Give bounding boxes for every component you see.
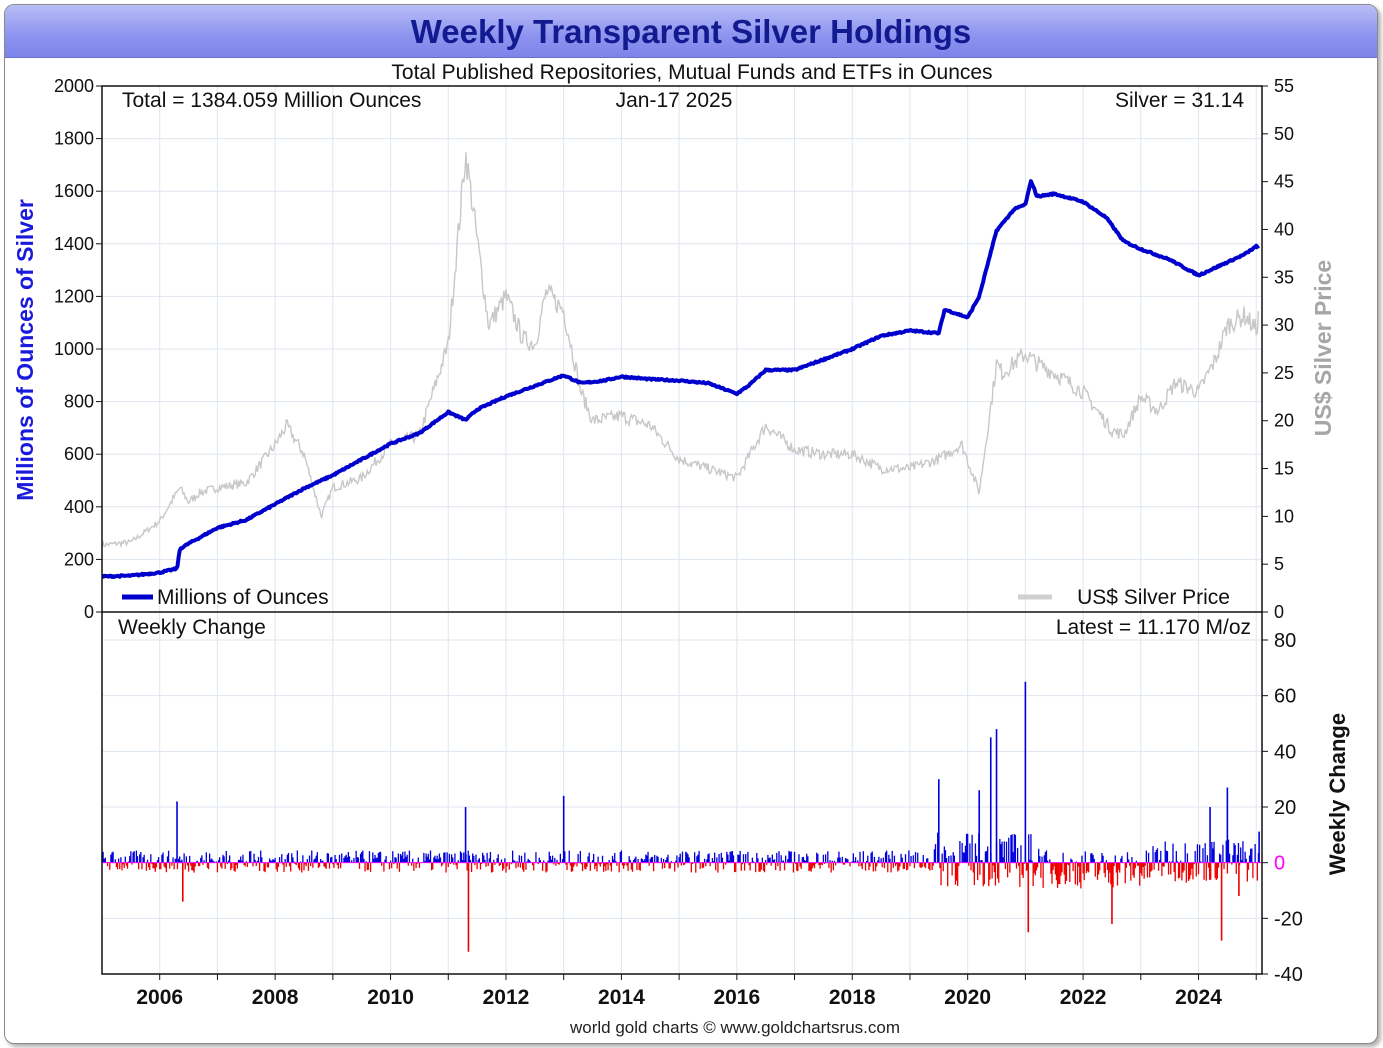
weekly-change-label: Weekly Change: [118, 616, 266, 639]
chart-title: Weekly Transparent Silver Holdings: [410, 13, 972, 50]
x-tick-label: 2008: [252, 986, 299, 1009]
x-tick-label: 2014: [598, 986, 645, 1009]
y-left-tick-label: 1200: [54, 286, 94, 306]
y-right-tick-label: 15: [1274, 459, 1294, 479]
holdings-series: [101, 179, 1261, 579]
x-tick-label: 2010: [367, 986, 414, 1009]
y-right-tick-label: 55: [1274, 76, 1294, 96]
y-left-axis-label: Millions of Ounces of Silver: [12, 199, 38, 501]
y-right-tick-label: 35: [1274, 267, 1294, 287]
y-left-tick-label: 1800: [54, 129, 94, 149]
y-right-lower-tick-label: 20: [1274, 797, 1296, 819]
y-left-tick-label: 1400: [54, 234, 94, 254]
y-left-tick-label: 0: [84, 602, 94, 622]
y-right-tick-label: 25: [1274, 363, 1294, 383]
y-left-tick-label: 600: [64, 444, 94, 464]
y-right-tick-label: 45: [1274, 172, 1294, 192]
y-left-tick-label: 2000: [54, 76, 94, 96]
y-left-tick-label: 1600: [54, 181, 94, 201]
y-right-lower-tick-label: -40: [1274, 964, 1303, 986]
y-left-tick-label: 1000: [54, 339, 94, 359]
y-right-lower-tick-label: 0: [1274, 853, 1285, 875]
y-right-lower-tick-label: 60: [1274, 686, 1296, 708]
x-tick-label: 2016: [713, 986, 760, 1009]
y-right-lower-tick-label: 40: [1274, 741, 1296, 763]
chart-subtitle: Total Published Repositories, Mutual Fun…: [391, 61, 992, 84]
y-left-tick-label: 400: [64, 497, 94, 517]
weekly-change-bars: [101, 681, 1262, 952]
x-tick-label: 2018: [829, 986, 876, 1009]
y-right-axis-label: US$ Silver Price: [1310, 260, 1336, 436]
plot-frame: [101, 85, 1263, 975]
holdings-line: [101, 179, 1261, 579]
footer-credit: world gold charts © www.goldchartsrus.co…: [569, 1018, 900, 1037]
x-tick-label: 2022: [1060, 986, 1107, 1009]
y-left-tick-label: 800: [64, 392, 94, 412]
y-right-lower-tick-label: -20: [1274, 908, 1303, 930]
axes: 0200400600800100012001400160018002000051…: [54, 76, 1303, 1009]
x-tick-label: 2024: [1175, 986, 1222, 1009]
silver-price-text: Silver = 31.14: [1115, 89, 1244, 112]
y-right-tick-label: 10: [1274, 506, 1294, 526]
title-bar: Weekly Transparent Silver Holdings: [5, 5, 1377, 58]
grid: [102, 85, 1262, 975]
y-right-lower-axis-label: Weekly Change: [1325, 713, 1350, 875]
y-right-tick-label: 30: [1274, 315, 1294, 335]
y-right-tick-label: 40: [1274, 219, 1294, 239]
legend-holdings-label: Millions of Ounces: [157, 586, 329, 609]
total-text: Total = 1384.059 Million Ounces: [122, 89, 421, 112]
x-tick-label: 2012: [483, 986, 530, 1009]
price-series: [101, 152, 1260, 549]
y-left-tick-label: 200: [64, 549, 94, 569]
silver-price-line: [101, 152, 1260, 549]
y-right-tick-label: 50: [1274, 124, 1294, 144]
x-tick-label: 2006: [136, 986, 183, 1009]
y-right-tick-label: 20: [1274, 411, 1294, 431]
latest-change-text: Latest = 11.170 M/oz: [1056, 616, 1251, 639]
y-right-lower-tick-label: 80: [1274, 630, 1296, 652]
legend-price-label: US$ Silver Price: [1077, 586, 1230, 609]
y-right-tick-label: 0: [1274, 602, 1284, 622]
date-text: Jan-17 2025: [616, 89, 733, 112]
x-tick-label: 2020: [944, 986, 991, 1009]
y-right-tick-label: 5: [1274, 554, 1284, 574]
